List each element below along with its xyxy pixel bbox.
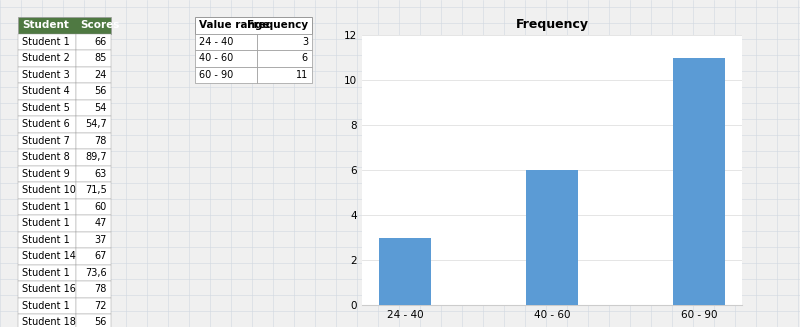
Text: 24 - 40: 24 - 40 bbox=[199, 37, 234, 47]
Text: 6: 6 bbox=[302, 53, 308, 63]
Bar bbox=[526, 170, 578, 305]
Text: 78: 78 bbox=[94, 284, 107, 294]
Bar bbox=[18, 83, 76, 99]
Bar bbox=[76, 99, 111, 116]
Bar bbox=[18, 232, 76, 248]
Bar bbox=[76, 149, 111, 165]
Bar bbox=[76, 232, 111, 248]
Bar bbox=[76, 198, 111, 215]
Bar bbox=[76, 116, 111, 132]
Bar bbox=[18, 298, 76, 314]
Bar bbox=[257, 66, 312, 83]
Text: Student 1: Student 1 bbox=[22, 218, 70, 228]
Text: Scores: Scores bbox=[80, 20, 119, 30]
Bar bbox=[76, 248, 111, 265]
Text: 60 - 90: 60 - 90 bbox=[199, 70, 234, 80]
Text: 40 - 60: 40 - 60 bbox=[199, 53, 234, 63]
Text: Student 4: Student 4 bbox=[22, 86, 70, 96]
Text: Student: Student bbox=[22, 20, 69, 30]
Text: Student 1: Student 1 bbox=[22, 37, 70, 47]
Text: Frequency: Frequency bbox=[247, 20, 308, 30]
Bar bbox=[18, 116, 76, 132]
Text: Student 1: Student 1 bbox=[22, 202, 70, 212]
Bar bbox=[195, 66, 257, 83]
Text: 85: 85 bbox=[94, 53, 107, 63]
Bar bbox=[76, 281, 111, 298]
Text: 3: 3 bbox=[302, 37, 308, 47]
Text: 67: 67 bbox=[94, 251, 107, 261]
Text: 37: 37 bbox=[94, 235, 107, 245]
Bar bbox=[18, 99, 76, 116]
Bar bbox=[195, 33, 257, 50]
Text: 56: 56 bbox=[94, 86, 107, 96]
Bar bbox=[674, 58, 725, 305]
Bar bbox=[76, 33, 111, 50]
Text: 89,7: 89,7 bbox=[86, 152, 107, 162]
Bar bbox=[18, 132, 76, 149]
Text: Student 8: Student 8 bbox=[22, 152, 70, 162]
Text: Student 6: Student 6 bbox=[22, 119, 70, 129]
Bar bbox=[18, 215, 76, 232]
Bar bbox=[76, 83, 111, 99]
Text: 11: 11 bbox=[296, 70, 308, 80]
Text: 56: 56 bbox=[94, 317, 107, 327]
Bar bbox=[257, 33, 312, 50]
Text: 78: 78 bbox=[94, 136, 107, 146]
Bar bbox=[76, 50, 111, 66]
Text: Student 9: Student 9 bbox=[22, 169, 70, 179]
Text: 72: 72 bbox=[94, 301, 107, 311]
Bar bbox=[76, 182, 111, 198]
Text: Value range: Value range bbox=[199, 20, 270, 30]
Title: Frequency: Frequency bbox=[515, 18, 589, 31]
Bar bbox=[18, 149, 76, 165]
Bar bbox=[379, 237, 430, 305]
Text: Student 18: Student 18 bbox=[22, 317, 76, 327]
Text: Student 5: Student 5 bbox=[22, 103, 70, 113]
Text: Student 10: Student 10 bbox=[22, 185, 76, 195]
Text: Student 1: Student 1 bbox=[22, 301, 70, 311]
Bar bbox=[257, 50, 312, 66]
Bar bbox=[76, 265, 111, 281]
Text: 71,5: 71,5 bbox=[86, 185, 107, 195]
Text: 66: 66 bbox=[94, 37, 107, 47]
Text: 73,6: 73,6 bbox=[86, 268, 107, 278]
Text: 47: 47 bbox=[94, 218, 107, 228]
Text: Student 3: Student 3 bbox=[22, 70, 70, 80]
Bar bbox=[18, 17, 111, 33]
Text: Student 1: Student 1 bbox=[22, 268, 70, 278]
Bar bbox=[195, 50, 257, 66]
Text: 54,7: 54,7 bbox=[86, 119, 107, 129]
Bar bbox=[18, 50, 76, 66]
Bar bbox=[18, 165, 76, 182]
Text: Student 2: Student 2 bbox=[22, 53, 70, 63]
Text: 24: 24 bbox=[94, 70, 107, 80]
Bar bbox=[18, 33, 76, 50]
Bar bbox=[76, 298, 111, 314]
Text: Student 14: Student 14 bbox=[22, 251, 76, 261]
Text: 63: 63 bbox=[94, 169, 107, 179]
Text: 60: 60 bbox=[94, 202, 107, 212]
Bar bbox=[18, 265, 76, 281]
Bar bbox=[18, 182, 76, 198]
Text: Student 16: Student 16 bbox=[22, 284, 76, 294]
Bar bbox=[195, 17, 312, 33]
Bar bbox=[76, 215, 111, 232]
Bar bbox=[18, 198, 76, 215]
Bar bbox=[18, 66, 76, 83]
Bar bbox=[76, 165, 111, 182]
Text: 54: 54 bbox=[94, 103, 107, 113]
Text: Student 7: Student 7 bbox=[22, 136, 70, 146]
Bar bbox=[76, 314, 111, 327]
Bar bbox=[76, 132, 111, 149]
Bar bbox=[18, 248, 76, 265]
Bar bbox=[76, 66, 111, 83]
Bar bbox=[18, 314, 76, 327]
Bar bbox=[18, 281, 76, 298]
Text: Student 1: Student 1 bbox=[22, 235, 70, 245]
